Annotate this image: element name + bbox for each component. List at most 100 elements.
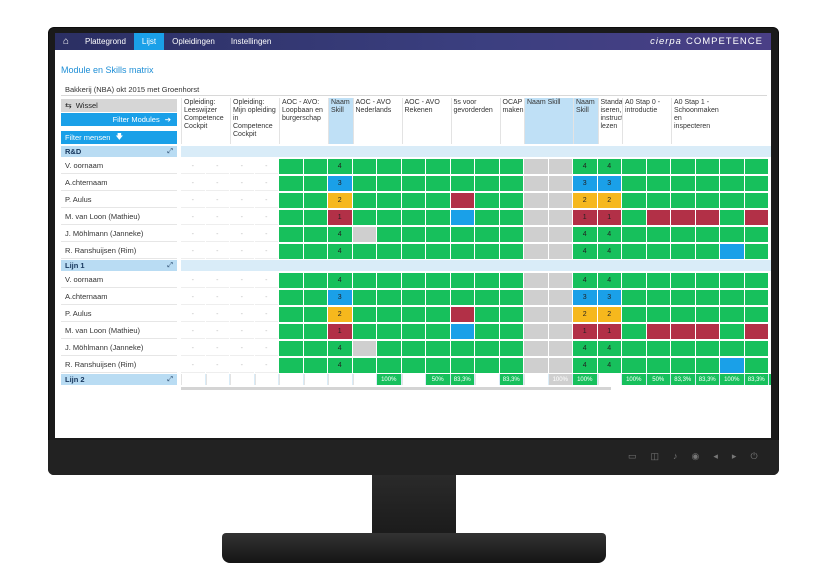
matrix-cell[interactable]: - (181, 210, 205, 225)
matrix-cell[interactable] (352, 193, 376, 208)
matrix-cell[interactable]: - (254, 176, 278, 191)
matrix-cell[interactable] (720, 324, 744, 339)
horizontal-scrollbar[interactable] (181, 387, 611, 390)
matrix-cell[interactable] (744, 227, 768, 242)
matrix-cell[interactable] (377, 358, 401, 373)
matrix-cell[interactable]: - (205, 290, 229, 305)
matrix-cell[interactable] (695, 290, 719, 305)
matrix-cell[interactable]: 3 (328, 176, 352, 191)
matrix-cell[interactable] (450, 244, 474, 259)
matrix-cell[interactable] (695, 273, 719, 288)
person-name[interactable]: M. van Loon (Mathieu) (61, 209, 177, 225)
matrix-cell[interactable] (646, 273, 670, 288)
matrix-cell[interactable] (524, 273, 548, 288)
matrix-cell[interactable] (720, 307, 744, 322)
matrix-cell[interactable] (401, 273, 425, 288)
matrix-cell[interactable]: - (205, 159, 229, 174)
matrix-cell[interactable] (744, 210, 768, 225)
matrix-cell[interactable] (401, 227, 425, 242)
matrix-cell[interactable]: 2 (328, 193, 352, 208)
matrix-cell[interactable]: - (181, 176, 205, 191)
matrix-cell[interactable] (499, 227, 523, 242)
monitor-button-3[interactable]: ◉ (691, 451, 700, 461)
matrix-cell[interactable]: - (254, 324, 278, 339)
matrix-cell[interactable]: - (254, 290, 278, 305)
matrix-cell[interactable] (279, 290, 303, 305)
matrix-cell[interactable] (548, 358, 572, 373)
matrix-cell[interactable] (499, 358, 523, 373)
matrix-cell[interactable] (401, 324, 425, 339)
matrix-cell[interactable] (303, 176, 327, 191)
matrix-cell[interactable] (524, 358, 548, 373)
matrix-cell[interactable]: 4 (573, 227, 597, 242)
column-header[interactable]: Standaard-iseren, instructies lezen (597, 98, 622, 144)
matrix-cell[interactable]: - (205, 341, 229, 356)
matrix-cell[interactable] (671, 358, 695, 373)
matrix-cell[interactable] (695, 193, 719, 208)
matrix-cell[interactable] (377, 324, 401, 339)
matrix-cell[interactable]: 1 (573, 210, 597, 225)
matrix-cell[interactable] (279, 210, 303, 225)
matrix-cell[interactable]: 1 (597, 210, 621, 225)
matrix-cell[interactable]: - (181, 159, 205, 174)
matrix-cell[interactable] (671, 307, 695, 322)
matrix-cell[interactable] (426, 193, 450, 208)
matrix-cell[interactable]: - (254, 210, 278, 225)
matrix-cell[interactable] (524, 193, 548, 208)
matrix-cell[interactable] (646, 324, 670, 339)
matrix-cell[interactable] (671, 210, 695, 225)
column-header[interactable]: Naam Skill (573, 98, 598, 144)
matrix-cell[interactable]: - (230, 358, 254, 373)
matrix-cell[interactable] (377, 307, 401, 322)
matrix-cell[interactable]: 4 (597, 358, 621, 373)
matrix-cell[interactable] (475, 307, 499, 322)
matrix-cell[interactable]: 4 (328, 273, 352, 288)
tab-instellingen[interactable]: Instellingen (230, 37, 272, 46)
matrix-cell[interactable] (475, 244, 499, 259)
matrix-cell[interactable]: 2 (573, 193, 597, 208)
person-name[interactable]: J. Möhlmann (Janneke) (61, 226, 177, 242)
matrix-cell[interactable]: 4 (573, 341, 597, 356)
person-name[interactable]: P. Aulus (61, 306, 177, 322)
matrix-cell[interactable] (695, 244, 719, 259)
matrix-cell[interactable] (646, 227, 670, 242)
matrix-cell[interactable]: - (205, 193, 229, 208)
tab-opleidingen[interactable]: Opleidingen (172, 37, 215, 46)
matrix-cell[interactable] (426, 210, 450, 225)
matrix-cell[interactable] (352, 210, 376, 225)
matrix-cell[interactable]: - (230, 193, 254, 208)
matrix-cell[interactable] (279, 227, 303, 242)
matrix-cell[interactable] (622, 324, 646, 339)
matrix-cell[interactable]: - (230, 324, 254, 339)
matrix-cell[interactable]: - (181, 307, 205, 322)
matrix-cell[interactable] (744, 176, 768, 191)
matrix-cell[interactable] (279, 193, 303, 208)
matrix-cell[interactable] (279, 324, 303, 339)
matrix-cell[interactable] (524, 324, 548, 339)
matrix-cell[interactable] (499, 290, 523, 305)
matrix-cell[interactable] (475, 210, 499, 225)
matrix-cell[interactable] (744, 273, 768, 288)
matrix-cell[interactable]: 1 (328, 210, 352, 225)
matrix-cell[interactable]: - (181, 244, 205, 259)
matrix-cell[interactable]: - (205, 358, 229, 373)
matrix-cell[interactable] (720, 193, 744, 208)
matrix-cell[interactable] (524, 227, 548, 242)
matrix-cell[interactable] (279, 176, 303, 191)
section-header-2[interactable]: Lijn 2 ⤢ (61, 374, 177, 385)
monitor-button-0[interactable]: ▭ (628, 451, 637, 461)
matrix-cell[interactable] (401, 307, 425, 322)
matrix-cell[interactable] (352, 244, 376, 259)
matrix-cell[interactable] (475, 227, 499, 242)
matrix-cell[interactable] (475, 193, 499, 208)
matrix-cell[interactable]: 3 (597, 176, 621, 191)
matrix-cell[interactable] (303, 193, 327, 208)
matrix-cell[interactable]: 4 (573, 358, 597, 373)
tab-plattegrond[interactable]: Plattegrond (85, 37, 126, 46)
matrix-cell[interactable] (744, 307, 768, 322)
monitor-button-6[interactable]: ⏻ (750, 451, 758, 461)
matrix-cell[interactable] (622, 290, 646, 305)
section-header-1[interactable]: Lijn 1 ⤢ (61, 260, 177, 271)
matrix-cell[interactable]: 4 (573, 273, 597, 288)
matrix-cell[interactable] (303, 324, 327, 339)
